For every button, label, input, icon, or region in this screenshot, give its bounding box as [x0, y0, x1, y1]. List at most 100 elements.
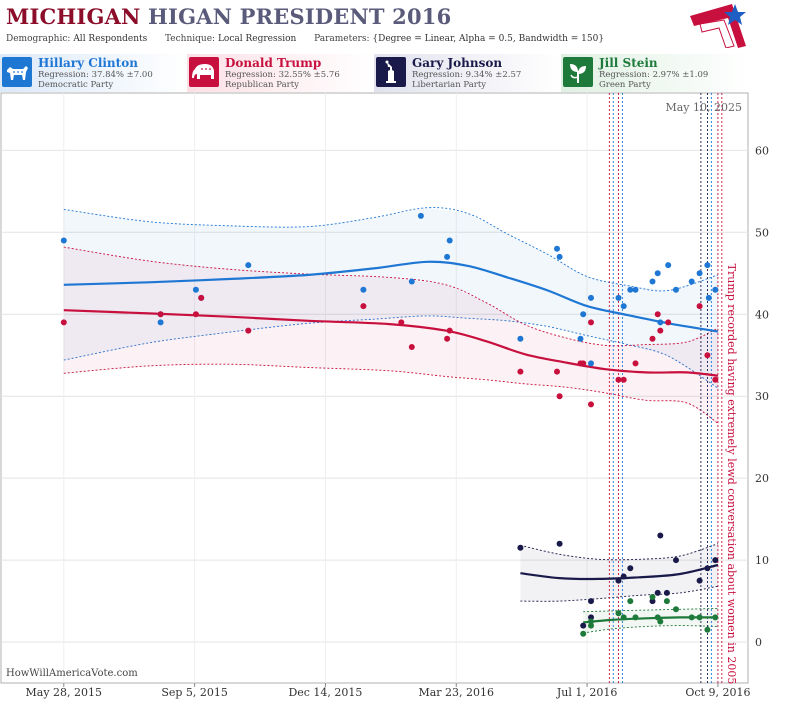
plot-frame	[0, 92, 749, 684]
poll-point-johnson	[654, 589, 661, 596]
poll-point-clinton	[654, 270, 661, 277]
poll-point-trump	[696, 303, 703, 310]
poll-points	[60, 212, 719, 637]
poll-point-trump	[704, 352, 711, 359]
x-tick-label: Mar 23, 2016	[418, 686, 494, 699]
donkey-icon	[2, 57, 32, 87]
poll-point-clinton	[446, 237, 453, 244]
poll-point-stein	[696, 614, 703, 621]
poll-point-clinton	[632, 286, 639, 293]
poll-point-trump	[446, 327, 453, 334]
candidate-name: Jill Stein	[599, 56, 658, 70]
poll-point-clinton	[696, 270, 703, 277]
poll-point-trump	[632, 360, 639, 367]
lower-bound-stein	[583, 625, 718, 634]
poll-point-clinton	[627, 286, 634, 293]
trend-line-trump	[63, 309, 719, 377]
poll-point-johnson	[649, 598, 656, 605]
upper-bound-trump	[63, 246, 719, 347]
poll-point-clinton	[665, 262, 672, 269]
trend-line-clinton	[63, 260, 719, 333]
poll-point-clinton	[588, 360, 594, 367]
poll-point-clinton	[673, 286, 679, 293]
poll-point-trump	[615, 376, 622, 383]
poll-point-clinton	[60, 237, 67, 244]
poll-point-clinton	[556, 253, 563, 260]
poll-point-stein	[588, 618, 594, 625]
lower-bound-trump	[63, 363, 719, 424]
candidate-regression: Regression: 2.97% ±1.09	[599, 70, 709, 80]
poll-point-trump	[657, 327, 664, 334]
poll-point-stein	[649, 594, 656, 600]
candidate-party: Republican Party	[225, 80, 299, 90]
poll-point-trump	[60, 319, 67, 326]
poll-point-trump	[408, 344, 415, 350]
demographic-value: All Respondents	[73, 34, 148, 44]
candidate-name: Donald Trump	[225, 56, 322, 70]
candidate-party: Libertarian Party	[412, 80, 487, 90]
poll-point-johnson	[627, 565, 634, 572]
poll-point-clinton	[712, 286, 719, 293]
poll-point-trump	[649, 335, 656, 342]
poll-point-stein	[657, 618, 664, 625]
lower-bound-clinton	[63, 315, 719, 389]
poll-point-clinton	[588, 294, 594, 301]
parameters-label: Parameters:	[314, 34, 370, 44]
poll-point-johnson	[580, 622, 587, 629]
site-logo	[690, 4, 746, 48]
candidate-card-clinton: Hillary Clinton Regression: 37.84% ±7.00…	[0, 54, 188, 92]
poll-point-johnson	[517, 544, 524, 551]
candidate-name: Hillary Clinton	[38, 56, 138, 70]
candidate-party: Green Party	[599, 80, 651, 90]
poll-point-trump	[360, 303, 367, 310]
source-credit: HowWillAmericaVote.com	[6, 668, 138, 679]
poll-point-trump	[444, 335, 451, 342]
poll-point-clinton	[444, 253, 451, 260]
poll-point-clinton	[360, 286, 367, 293]
poll-point-johnson	[588, 598, 594, 605]
page-title: MICHIGAN HIGAN PRESIDENT 2016	[6, 4, 451, 29]
poll-point-stein	[663, 598, 670, 605]
poll-point-clinton	[620, 303, 627, 310]
confidence-bands	[63, 207, 719, 634]
x-tick-label: Oct 9, 2016	[685, 686, 750, 699]
candidate-card-trump: Donald Trump Regression: 32.55% ±5.76 Re…	[187, 54, 375, 92]
y-tick-label: 50	[755, 226, 769, 239]
poll-point-johnson	[704, 565, 711, 572]
poll-point-trump	[580, 360, 587, 367]
poll-point-johnson	[673, 557, 679, 564]
poll-point-stein	[627, 598, 634, 605]
y-tick-label: 30	[755, 390, 769, 403]
candidate-card-stein: Jill Stein Regression: 2.97% ±1.09 Green…	[561, 54, 749, 92]
x-tick-label: Jul 1, 2016	[556, 686, 618, 699]
candidate-regression: Regression: 37.84% ±7.00	[38, 70, 153, 80]
poll-point-trump	[198, 294, 205, 301]
upper-bound-stein	[583, 607, 718, 613]
poll-point-clinton	[554, 245, 560, 252]
poll-point-clinton	[192, 286, 199, 293]
upper-bound-johnson	[520, 543, 719, 561]
poll-point-clinton	[517, 335, 524, 342]
poll-point-stein	[620, 614, 627, 621]
poll-point-clinton	[580, 311, 587, 318]
y-tick-label: 10	[755, 554, 769, 567]
poll-point-clinton	[649, 278, 656, 285]
poll-point-trump	[712, 376, 719, 383]
poll-point-clinton	[417, 212, 424, 219]
poll-point-clinton	[705, 294, 712, 301]
demographic-label: Demographic:	[6, 34, 71, 44]
parameters-value: {Degree = Linear, Alpha = 0.5, Bandwidth…	[372, 34, 605, 44]
poll-point-stein	[704, 626, 711, 633]
poll-point-trump	[588, 319, 594, 326]
poll-point-clinton	[157, 319, 164, 326]
candidate-regression: Regression: 9.34% ±2.57	[412, 70, 522, 80]
candidate-card-johnson: Gary Johnson Regression: 9.34% ±2.57 Lib…	[374, 54, 562, 92]
elephant-icon	[189, 57, 219, 87]
event-annotation: Trump recorded having extremely lewd con…	[725, 264, 738, 685]
poll-point-johnson	[588, 614, 594, 621]
poll-point-trump	[554, 368, 560, 375]
poll-point-trump	[517, 368, 524, 375]
poll-point-clinton	[704, 262, 711, 269]
technique-label: Technique:	[165, 34, 216, 44]
poll-point-clinton	[577, 335, 584, 342]
